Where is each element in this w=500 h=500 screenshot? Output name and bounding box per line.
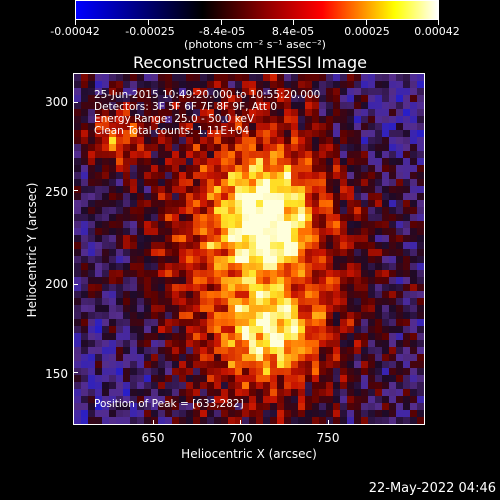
observation-time: 25-Jun-2015 10:49:20.000 to 10:55:20.000 bbox=[94, 89, 321, 101]
color-bar-tick-label: -0.00042 bbox=[50, 25, 100, 38]
observation-detectors: Detectors: 3F 5F 6F 7F 8F 9F, Att 0 bbox=[94, 101, 278, 113]
rhessi-image bbox=[73, 73, 425, 425]
y-tick-label: 300 bbox=[45, 95, 68, 109]
observation-energy-range: Energy Range: 25.0 - 50.0 keV bbox=[94, 113, 255, 125]
x-tick-label: 650 bbox=[141, 431, 165, 445]
y-tick bbox=[73, 190, 78, 191]
color-bar-tick-label: -8.4e-05 bbox=[198, 25, 246, 38]
x-tick bbox=[328, 420, 329, 425]
color-bar bbox=[75, 0, 439, 20]
plot-timestamp: 22-May-2022 04:46 bbox=[368, 481, 496, 496]
x-tick bbox=[240, 420, 241, 425]
peak-position: Position of Peak = [633,282] bbox=[94, 398, 244, 410]
color-bar-tick-label: 8.4e-05 bbox=[271, 25, 315, 38]
x-tick-label: 700 bbox=[229, 431, 253, 445]
color-bar-units: (photons cm⁻² s⁻¹ asec⁻²) bbox=[184, 38, 326, 51]
color-bar-tick-label: 0.00042 bbox=[414, 25, 460, 38]
y-tick bbox=[73, 102, 78, 103]
y-tick bbox=[73, 284, 78, 285]
y-tick-label: 200 bbox=[45, 277, 68, 291]
y-tick-label: 250 bbox=[45, 185, 68, 199]
x-tick-label: 750 bbox=[316, 431, 340, 445]
color-bar-tick-label: 0.00025 bbox=[344, 25, 390, 38]
observation-info: 25-Jun-2015 10:49:20.000 to 10:55:20.000… bbox=[94, 89, 320, 137]
x-axis-label: Heliocentric X (arcsec) bbox=[181, 447, 317, 461]
y-tick bbox=[73, 372, 78, 373]
y-axis-label: Heliocentric Y (arcsec) bbox=[25, 182, 39, 318]
image-title: Reconstructed RHESSI Image bbox=[133, 53, 367, 72]
color-bar-ticks: -0.00042 -0.00025 -8.4e-05 8.4e-05 0.000… bbox=[0, 0, 500, 40]
observation-counts: Clean Total counts: 1.11E+04 bbox=[94, 125, 250, 137]
y-tick-label: 150 bbox=[45, 367, 68, 381]
x-tick bbox=[153, 420, 154, 425]
color-bar-tick-label: -0.00025 bbox=[125, 25, 175, 38]
